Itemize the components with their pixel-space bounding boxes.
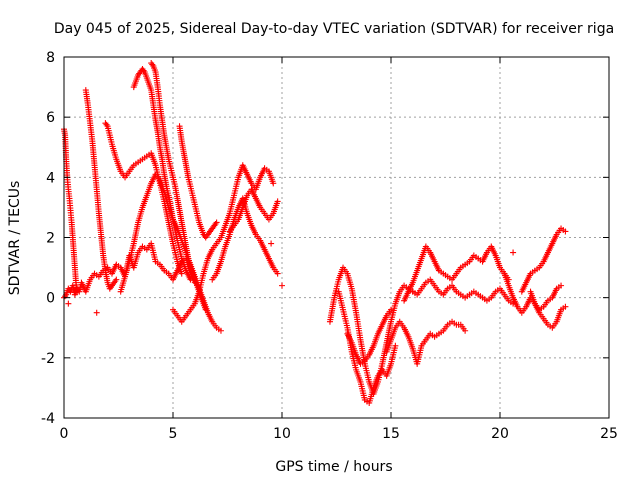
data-point — [462, 327, 469, 334]
series-trace-j — [209, 195, 281, 283]
data-point — [217, 327, 224, 334]
data-point — [270, 180, 277, 187]
data-point — [562, 228, 569, 235]
data-point — [93, 309, 100, 316]
series-trace-g — [176, 123, 220, 241]
y-tick-label: 8 — [46, 50, 55, 66]
series-trace-p — [401, 243, 512, 304]
series-trace-n — [344, 306, 394, 367]
data-point — [562, 303, 569, 310]
y-tick-label: 6 — [46, 110, 55, 126]
x-axis-label: GPS time / hours — [275, 459, 392, 475]
x-tick-label: 15 — [382, 426, 400, 442]
data-point — [392, 342, 399, 349]
data-point — [510, 249, 517, 256]
series-trace-s — [518, 225, 569, 295]
data-point — [268, 240, 275, 247]
data-point — [279, 282, 285, 289]
series-trace-o — [383, 318, 469, 367]
y-tick-label: -4 — [41, 411, 55, 427]
series-trace-m — [335, 288, 399, 406]
axis-ticks: 0 5 10 15 20 25 -4 -2 0 2 4 6 8 — [41, 50, 618, 442]
x-tick-label: 20 — [491, 426, 509, 442]
chart-title: Day 045 of 2025, Sidereal Day-to-day VTE… — [54, 21, 614, 37]
y-axis-label: SDTVAR / TECUs — [7, 181, 23, 296]
x-tick-label: 5 — [169, 426, 178, 442]
series-trace-t — [527, 282, 565, 313]
x-tick-label: 25 — [600, 426, 618, 442]
x-tick-label: 10 — [273, 426, 291, 442]
series-outliers — [65, 240, 517, 316]
data-point — [113, 276, 120, 283]
series-trace-k — [226, 186, 281, 235]
series-trace-f — [148, 60, 209, 313]
y-tick-label: -2 — [41, 351, 55, 367]
y-tick-label: 0 — [46, 291, 55, 307]
data-point — [65, 300, 72, 307]
data-points — [61, 60, 569, 406]
y-tick-label: 4 — [46, 170, 55, 186]
series-trace-b — [61, 126, 81, 295]
data-point — [274, 198, 281, 205]
series-trace-i — [170, 162, 277, 325]
data-point — [388, 306, 394, 313]
series-trace-c — [82, 87, 120, 292]
x-tick-label: 0 — [60, 426, 69, 442]
data-point — [178, 270, 185, 277]
data-point — [274, 270, 281, 277]
data-point — [213, 219, 220, 226]
data-point — [558, 282, 565, 289]
series-trace-q — [409, 276, 517, 307]
series-trace-h — [117, 171, 224, 334]
data-point — [74, 288, 81, 295]
y-tick-label: 2 — [46, 231, 55, 247]
